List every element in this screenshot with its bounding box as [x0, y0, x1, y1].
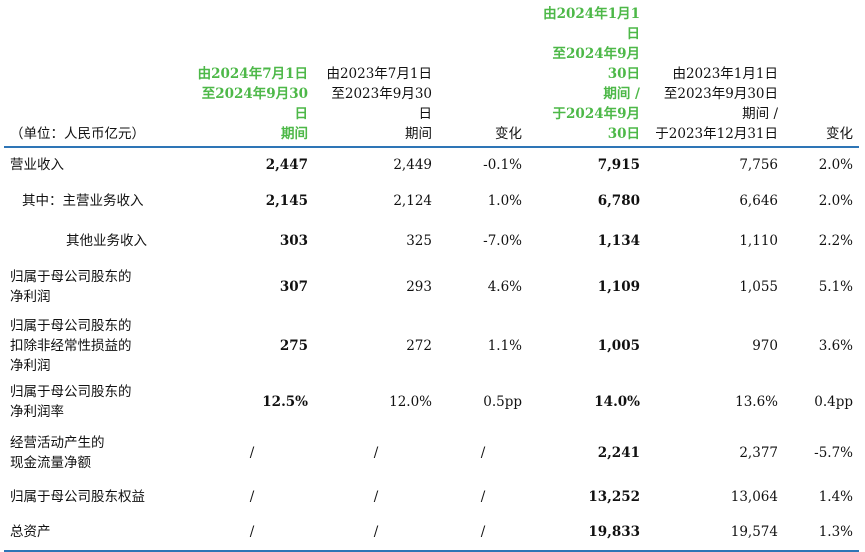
financial-summary: （单位：人民币亿元） 由2024年7月1日 至2024年9月30日 期间 由20…	[4, 4, 859, 552]
table-row: 经营活动产生的 现金流量净额 / / / 2,241 2,377 -5.7%	[4, 425, 859, 481]
cell-value: 1.4%	[818, 489, 853, 505]
unit-label: （单位：人民币亿元）	[4, 4, 190, 148]
table-row: 其他业务收入 303 325 -7.0% 1,134 1,110 2.2%	[4, 221, 859, 261]
cell-value: 1.3%	[784, 513, 859, 552]
cell-value: 7,756	[739, 156, 778, 173]
cell-value: 970	[752, 338, 778, 354]
cell-value: 7,915	[597, 156, 640, 173]
cell-value: /	[480, 445, 486, 461]
cell-value: 2.0%	[818, 193, 853, 209]
financial-table: （单位：人民币亿元） 由2024年7月1日 至2024年9月30日 期间 由20…	[4, 4, 859, 552]
cell-value: 6,780	[597, 193, 640, 209]
row-label: 归属于母公司股东的 净利润率	[10, 384, 132, 420]
cell-value: 1,055	[739, 279, 778, 295]
table-row: 归属于母公司股东权益 / / / 13,252 13,064 1.4%	[4, 481, 859, 513]
cell-value: 0.4pp	[814, 394, 853, 410]
cell-value: 3.6%	[818, 338, 853, 354]
row-label: 其他业务收入	[66, 233, 147, 249]
table-row: 归属于母公司股东的 扣除非经常性损益的 净利润 275 272 1.1% 1,005 970 3…	[4, 313, 859, 379]
cell-value: 1,110	[739, 233, 778, 249]
cell-value: 1.0%	[487, 193, 522, 209]
cell-value: -0.1%	[483, 156, 522, 173]
row-label: 其中：主营业务收入	[22, 193, 144, 209]
header-ytd-2023: 由2023年1月1日 至2023年9月30日 期间 / 于2023年12月31日	[646, 4, 784, 148]
cell-value: 4.6%	[487, 279, 522, 295]
cell-value: 1,134	[597, 233, 640, 249]
cell-value: 14.0%	[594, 394, 640, 410]
cell-value: 2.0%	[818, 156, 853, 173]
cell-value: /	[249, 489, 255, 505]
table-row: 归属于母公司股东的 净利润 307 293 4.6% 1,109 1,055 5.1%	[4, 261, 859, 313]
row-label: 归属于母公司股东的 净利润	[10, 269, 132, 305]
cell-value: 1,005	[597, 338, 640, 354]
cell-value: 293	[406, 279, 432, 295]
cell-value: -7.0%	[483, 233, 522, 249]
cell-value: 13,064	[730, 489, 778, 505]
cell-value: 0.5pp	[483, 394, 522, 410]
cell-value: /	[480, 489, 486, 505]
table-row: 总资产 / //19,833 19,574 1.3%	[4, 513, 859, 552]
header-change-q3: 变化	[438, 4, 528, 148]
cell-value: 5.1%	[818, 279, 853, 295]
cell-value: 2,145	[265, 193, 308, 209]
cell-value: 2,241	[597, 445, 640, 461]
cell-value: 12.5%	[262, 394, 308, 410]
cell-value: 19,574	[646, 513, 784, 552]
table-row: 归属于母公司股东的 净利润率 12.5% 12.0% 0.5pp 14.0% 13.6% 0.…	[4, 379, 859, 425]
cell-value: /	[314, 513, 438, 552]
cell-value: 272	[406, 338, 432, 354]
cell-value: /	[190, 513, 314, 552]
cell-value: -5.7%	[814, 445, 853, 461]
cell-value: 303	[279, 233, 308, 249]
header-ytd-2024: 由2024年1月1日 至2024年9月30日 期间 / 于2024年9月30日	[528, 4, 646, 148]
table-row: 营业收入 2,447 2,449 -0.1% 7,915 7,756 2.0%	[4, 147, 859, 181]
header-change-ytd: 变化	[784, 4, 859, 148]
cell-value: /	[438, 513, 528, 552]
row-label: 归属于母公司股东权益	[10, 489, 145, 505]
cell-value: 19,833	[528, 513, 646, 552]
cell-value: 6,646	[739, 193, 778, 209]
cell-value: 2.2%	[818, 233, 853, 249]
row-label: 经营活动产生的 现金流量净额	[10, 435, 105, 471]
row-label: 总资产	[4, 513, 190, 552]
header-q3-2024: 由2024年7月1日 至2024年9月30日 期间	[190, 4, 314, 148]
cell-value: 2,124	[393, 193, 432, 209]
row-label: 归属于母公司股东的 扣除非经常性损益的 净利润	[10, 318, 132, 374]
cell-value: 13.6%	[735, 394, 778, 410]
cell-value: 13,252	[588, 489, 640, 505]
cell-value: /	[373, 445, 379, 461]
cell-value: 307	[279, 279, 308, 295]
cell-value: 2,377	[739, 445, 778, 461]
cell-value: 325	[406, 233, 432, 249]
header-row: （单位：人民币亿元） 由2024年7月1日 至2024年9月30日 期间 由20…	[4, 4, 859, 148]
row-label: 营业收入	[10, 156, 64, 173]
cell-value: /	[373, 489, 379, 505]
cell-value: /	[249, 445, 255, 461]
cell-value: 1.1%	[487, 338, 522, 354]
cell-value: 12.0%	[389, 394, 432, 410]
cell-value: 2,449	[393, 156, 432, 173]
cell-value: 2,447	[265, 156, 308, 173]
table-row: 其中：主营业务收入 2,145 2,124 1.0% 6,780 6,646 2.0%	[4, 181, 859, 221]
cell-value: 1,109	[597, 279, 640, 295]
cell-value: 275	[279, 338, 308, 354]
header-q3-2023: 由2023年7月1日 至2023年9月30日 期间	[314, 4, 438, 148]
